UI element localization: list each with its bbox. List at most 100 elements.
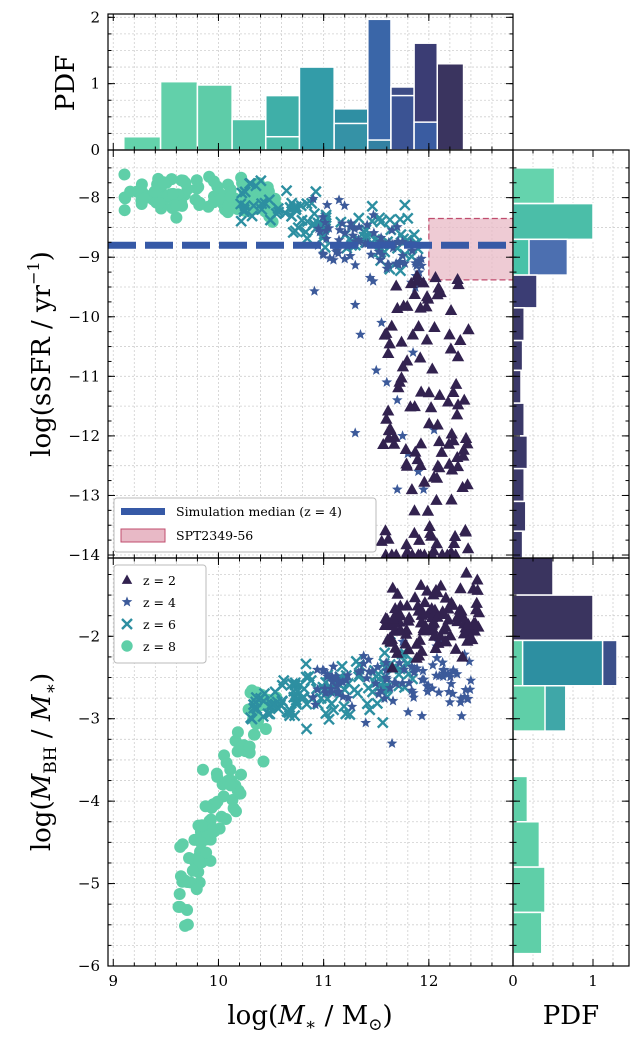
z4-point (421, 680, 433, 691)
z4-point (438, 664, 449, 675)
z4-point (433, 670, 445, 681)
x-tick-label: 12 (419, 972, 438, 990)
z2-point (472, 606, 486, 618)
z2-point (449, 642, 463, 654)
z4-point (345, 217, 357, 228)
z8-point (190, 174, 203, 187)
ssfr-y-tick-label: −13 (68, 486, 100, 504)
z2-point (408, 504, 421, 516)
z4-point (337, 691, 349, 702)
z4-point (376, 249, 388, 260)
z4-point (437, 656, 448, 668)
z4-point (325, 686, 337, 697)
z2-point (380, 548, 392, 558)
z2-point (445, 493, 458, 505)
z4-point (349, 299, 361, 310)
z2-point (408, 526, 421, 538)
z4-point (373, 688, 385, 699)
z4-point (312, 683, 323, 694)
z2-point (391, 646, 404, 658)
z2-point (377, 437, 390, 449)
z6-point (279, 207, 292, 219)
z6-point (292, 221, 305, 234)
z2-point (121, 574, 133, 584)
z8-point (231, 745, 244, 758)
z2-point (399, 627, 413, 639)
bh-ylabel-mid: / (27, 721, 57, 746)
z4-point (442, 667, 454, 679)
top-hist-bar (367, 18, 392, 150)
z2-point (467, 582, 480, 594)
z4-point (317, 664, 329, 675)
bh-ylabel-m2: M (27, 693, 57, 722)
z4-point (389, 677, 400, 688)
z6-point (300, 723, 313, 735)
z4-point (370, 677, 381, 689)
z2-point (454, 582, 467, 594)
z4-point (431, 652, 443, 663)
z4-point (460, 684, 471, 695)
z4-point (358, 658, 369, 669)
z4-point (359, 238, 371, 249)
z2-point (386, 581, 399, 593)
z2-point (427, 470, 441, 482)
z2-point (388, 602, 402, 614)
z2-point (414, 578, 428, 590)
z2-point (406, 328, 420, 340)
z2-point (383, 337, 396, 349)
right-x-tick-label: 1 (588, 972, 598, 990)
z6-point (269, 686, 282, 698)
z2-point (435, 445, 448, 457)
z4-point (331, 244, 343, 255)
z4-point (353, 221, 365, 232)
z8-point (124, 185, 137, 198)
top-hist-bar (265, 135, 301, 150)
z6-point (384, 213, 396, 226)
ssfr-y-tick-label: −12 (68, 427, 100, 445)
z4-point (326, 671, 338, 682)
z4-point (320, 687, 331, 698)
z8-point (229, 805, 242, 818)
z2-point (437, 623, 451, 635)
z2-point (420, 622, 433, 634)
z4-point (456, 710, 467, 721)
z6-point (378, 647, 391, 659)
top-hist-bar (367, 139, 392, 150)
z4-point (406, 685, 418, 696)
z2-point (439, 635, 453, 647)
top-hist-bar (231, 118, 267, 150)
z2-point (385, 319, 398, 331)
z2-point (393, 609, 407, 621)
z2-point (414, 458, 427, 470)
z2-point (414, 437, 428, 449)
z6-point (305, 674, 318, 687)
z4-point (403, 677, 415, 688)
z8-point (118, 204, 131, 217)
z2-point (382, 346, 395, 359)
z4-point (464, 684, 476, 695)
legend-z4-label: z = 4 (143, 595, 176, 610)
z2-point (408, 591, 422, 603)
z6-point (376, 716, 389, 729)
z2-point (388, 430, 401, 442)
z4-point (317, 211, 329, 222)
bh-ylabel-post: ) (27, 673, 57, 683)
z2-point (395, 335, 408, 347)
z4-point (416, 260, 427, 271)
z4-point (355, 329, 366, 340)
z4-point (387, 695, 399, 706)
z2-point (434, 286, 447, 298)
z4-point (392, 237, 403, 248)
right-hist-bar (513, 202, 594, 241)
top-hist-bar (196, 84, 233, 150)
top-y-tick-label: 0 (90, 141, 100, 159)
z4-point (422, 686, 433, 697)
right-hist-bar (513, 339, 524, 372)
z4-point (447, 688, 458, 699)
z8-point (193, 196, 206, 209)
z6-point (244, 177, 257, 190)
z4-point (451, 668, 463, 679)
z4-point (391, 394, 403, 405)
ssfr-y-tick-label: −10 (68, 308, 100, 326)
